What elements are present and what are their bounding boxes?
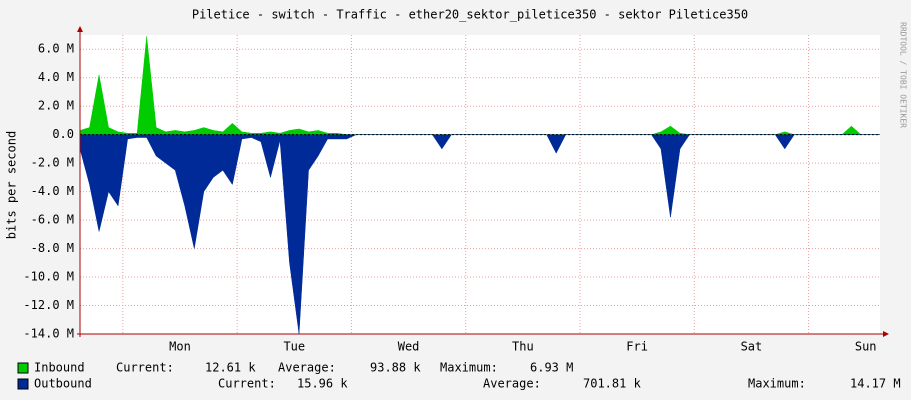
y-tick-label: 2.0 M <box>38 99 74 113</box>
y-tick-label: -6.0 M <box>31 213 74 227</box>
legend-swatch <box>17 378 29 390</box>
x-tick-label: Sat <box>741 340 763 354</box>
y-tick-label: -8.0 M <box>31 241 74 255</box>
y-tick-label: -2.0 M <box>31 156 74 170</box>
y-tick-label: -14.0 M <box>23 327 74 341</box>
x-tick-label: Mon <box>169 340 191 354</box>
y-tick-label: -10.0 M <box>23 270 74 284</box>
stat-label: Maximum: <box>748 377 806 391</box>
y-tick-label: 6.0 M <box>38 42 74 56</box>
y-tick-label: -12.0 M <box>23 298 74 312</box>
stat-value: 14.17 M <box>850 377 901 391</box>
stat-label: Average: <box>483 377 541 391</box>
y-tick-label: -4.0 M <box>31 184 74 198</box>
axis-arrow <box>883 331 889 337</box>
stat-label: Average: <box>278 361 336 375</box>
stat-value: 15.96 k <box>297 377 348 391</box>
x-tick-label: Wed <box>398 340 420 354</box>
plot-area <box>80 35 880 334</box>
stat-label: Current: <box>218 377 276 391</box>
y-tick-label: 0.0 <box>52 127 74 141</box>
watermark: RRDTOOL / TOBI OETIKER <box>899 22 908 128</box>
legend-label: Outbound <box>34 377 92 391</box>
x-tick-label: Fri <box>626 340 648 354</box>
stat-value: 701.81 k <box>583 377 642 391</box>
stat-value: 93.88 k <box>370 361 421 375</box>
stat-value: 12.61 k <box>205 361 256 375</box>
legend-label: Inbound <box>34 361 85 375</box>
y-tick-label: 4.0 M <box>38 70 74 84</box>
chart-title: Piletice - switch - Traffic - ether20_se… <box>192 8 748 22</box>
x-tick-label: Sun <box>855 340 877 354</box>
axis-arrow <box>77 26 83 32</box>
y-axis-label: bits per second <box>5 131 19 239</box>
x-tick-label: Tue <box>283 340 305 354</box>
stat-value: 6.93 M <box>530 361 573 375</box>
legend-swatch <box>17 362 29 374</box>
stat-label: Current: <box>116 361 174 375</box>
x-tick-label: Thu <box>512 340 534 354</box>
stat-label: Maximum: <box>440 361 498 375</box>
